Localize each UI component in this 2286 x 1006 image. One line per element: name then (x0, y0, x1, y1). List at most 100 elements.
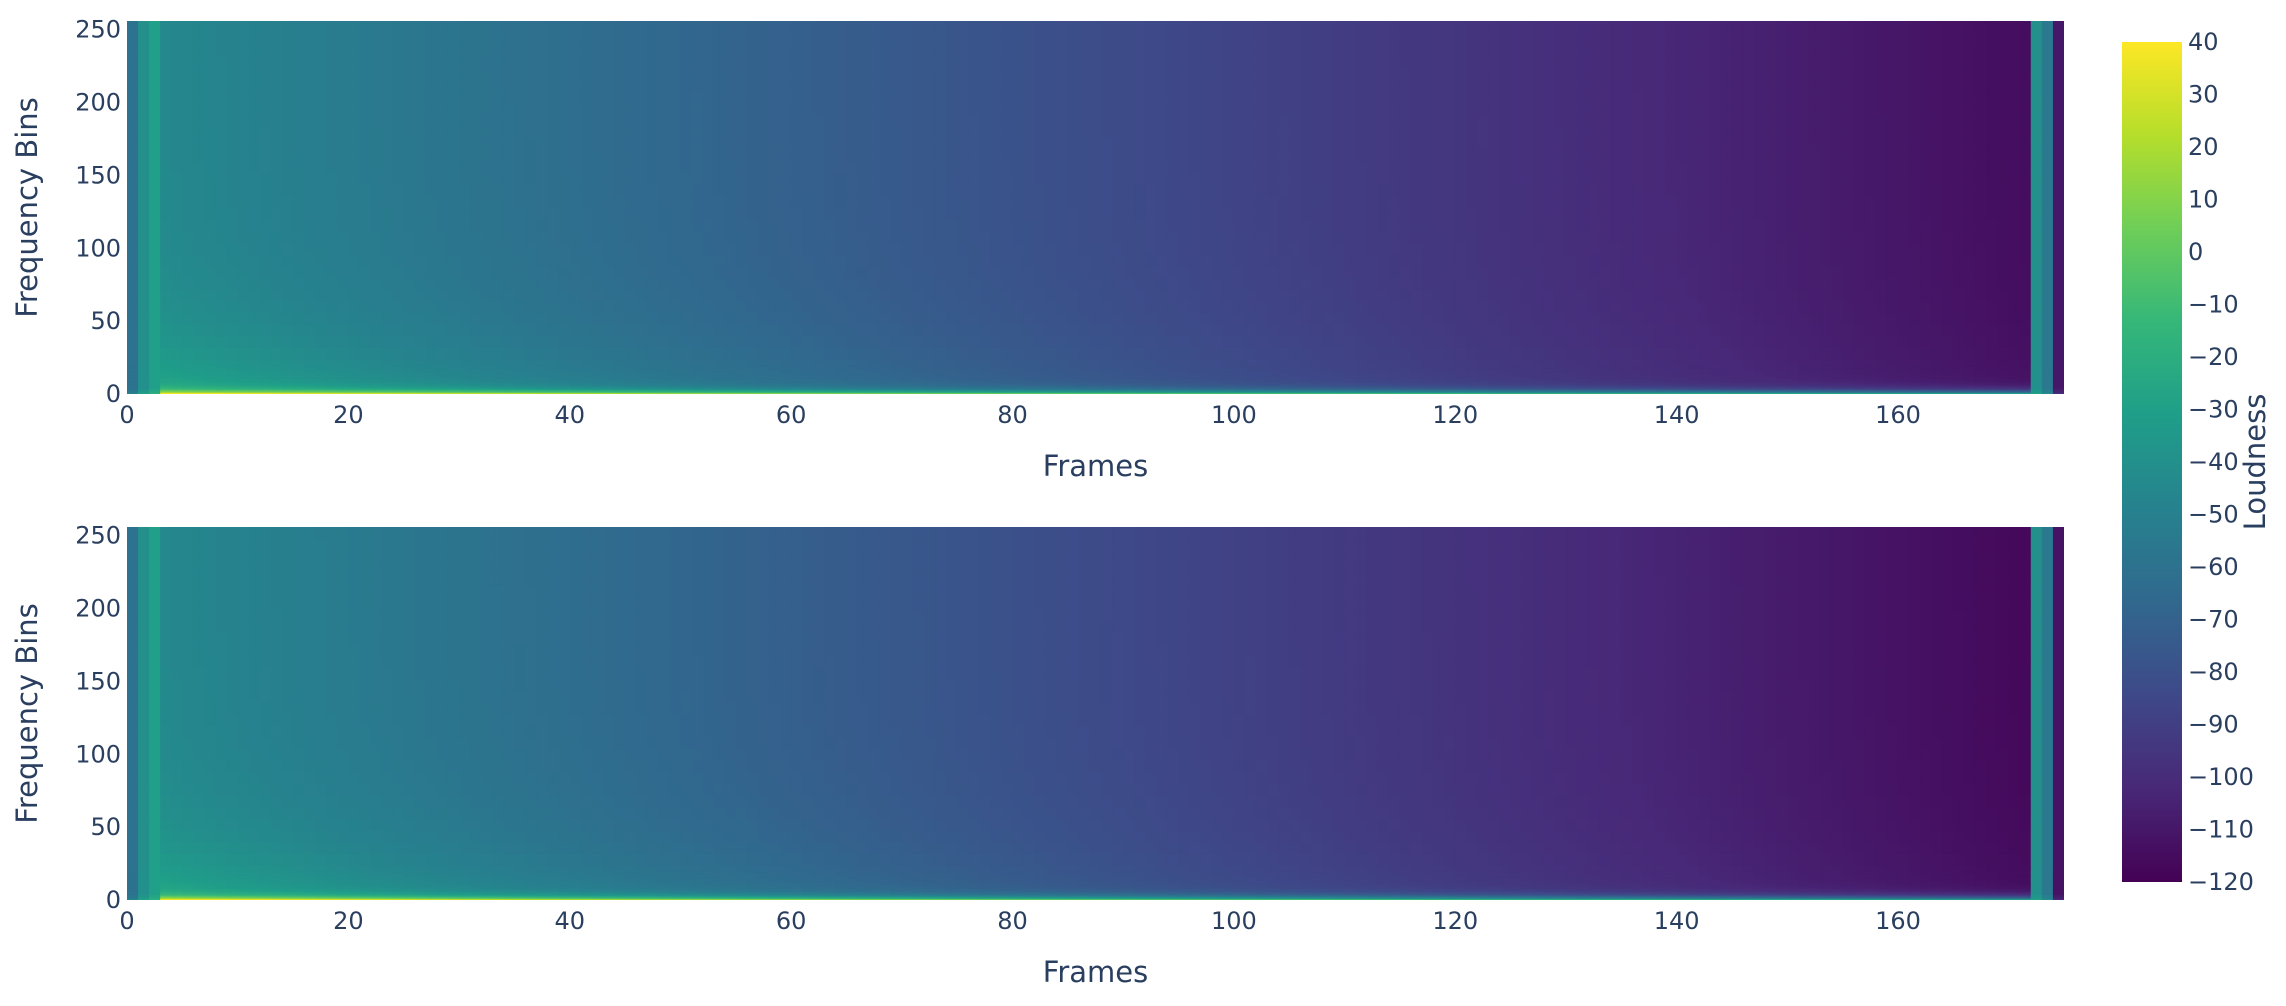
heatmap-cell (658, 102, 670, 115)
heatmap-cell (968, 386, 980, 389)
heatmap-cell (293, 364, 305, 367)
heatmap-cell (414, 300, 427, 314)
heatmap-cell (824, 359, 836, 366)
heatmap-cell (735, 389, 748, 392)
heatmap-cell (381, 219, 394, 232)
heatmap-cell (968, 369, 980, 372)
heatmap-cell (326, 265, 338, 279)
heatmap-cell (879, 366, 892, 369)
heatmap-cell (447, 367, 460, 370)
heatmap-cell (182, 312, 195, 325)
heatmap-cell (558, 388, 571, 391)
heatmap-cell (614, 184, 626, 197)
heatmap-cell (392, 383, 405, 386)
heatmap-cell (879, 44, 892, 57)
heatmap-cell (746, 265, 759, 279)
heatmap-cell (602, 335, 615, 348)
heatmap-cell (569, 254, 582, 267)
heatmap-cell (425, 32, 438, 45)
heatmap-cell (647, 195, 659, 209)
heatmap-cell (746, 207, 759, 220)
heatmap-cell (1200, 230, 1213, 244)
heatmap-cell (403, 377, 416, 381)
heatmap-cell (237, 389, 250, 392)
heatmap-cell (724, 375, 737, 378)
heatmap-cell (337, 277, 349, 290)
heatmap-cell (1167, 195, 1180, 209)
heatmap-cell (326, 230, 338, 244)
heatmap-cell (1211, 277, 1224, 290)
heatmap-cell (868, 382, 881, 385)
heatmap-cell (193, 265, 206, 279)
heatmap-cell (1012, 300, 1025, 314)
heatmap-cell (281, 230, 294, 244)
heatmap-cell (171, 372, 183, 375)
heatmap-cell (813, 373, 825, 376)
heatmap-cell (1067, 160, 1080, 174)
heatmap-cell (1178, 184, 1191, 197)
heatmap-cell (791, 21, 803, 34)
heatmap-cell (547, 366, 560, 369)
heatmap-cell (514, 347, 527, 360)
heatmap-cell (1101, 383, 1113, 386)
heatmap-cell (1056, 364, 1069, 367)
heatmap-cell (1156, 32, 1169, 45)
heatmap-cell (1023, 380, 1036, 383)
heatmap-cell (558, 207, 571, 220)
heatmap-cell (293, 184, 305, 197)
heatmap-cell (503, 265, 515, 279)
heatmap-cell (182, 219, 195, 232)
heatmap-cell (680, 312, 693, 325)
heatmap-cell (647, 380, 659, 383)
heatmap-cell (281, 389, 294, 392)
heatmap-cell (536, 172, 549, 185)
heatmap-cell (138, 389, 150, 392)
heatmap-cell (1189, 32, 1202, 45)
heatmap-cell (248, 312, 261, 325)
heatmap-cell (1023, 385, 1036, 388)
heatmap-cell (459, 370, 471, 373)
heatmap-cell (182, 137, 195, 150)
heatmap-cell (403, 230, 416, 244)
heatmap-cell (647, 184, 659, 197)
heatmap-cell (425, 324, 438, 337)
heatmap-cell (791, 254, 803, 267)
heatmap-cell (1145, 230, 1157, 244)
heatmap-cell (160, 277, 172, 290)
heatmap-cell (160, 391, 172, 394)
heatmap-cell (713, 367, 726, 370)
heatmap-cell (1112, 367, 1124, 370)
heatmap-cell (281, 335, 294, 348)
heatmap-cell (890, 102, 903, 115)
heatmap-cell (459, 114, 471, 127)
heatmap-cell (835, 55, 848, 69)
heatmap-cell (912, 312, 925, 325)
heatmap-cell (425, 242, 438, 255)
heatmap-cell (602, 79, 615, 92)
heatmap-cell (702, 370, 715, 373)
heatmap-cell (968, 366, 980, 369)
heatmap-cell (990, 364, 1003, 367)
heatmap-cell (912, 300, 925, 314)
heatmap-cell (591, 172, 604, 185)
heatmap-cell (558, 114, 571, 127)
heatmap-cell (492, 79, 504, 92)
heatmap-cell (403, 265, 416, 279)
heatmap-cell (591, 207, 604, 220)
heatmap-cell (503, 347, 515, 360)
heatmap-cell (968, 389, 980, 392)
heatmap-cell (204, 44, 217, 57)
heatmap-cell (503, 389, 515, 392)
heatmap-cell (846, 219, 859, 232)
heatmap-cell (127, 242, 139, 255)
heatmap-cell (1045, 366, 1058, 369)
heatmap-cell (625, 172, 637, 185)
heatmap-cell (746, 90, 759, 104)
heatmap-cell (370, 373, 383, 376)
heatmap-cell (436, 391, 449, 394)
heatmap-cell (138, 277, 150, 290)
heatmap-cell (868, 324, 881, 337)
heatmap-cell (724, 376, 737, 379)
heatmap-cell (215, 67, 228, 80)
heatmap-cell (1067, 366, 1080, 369)
